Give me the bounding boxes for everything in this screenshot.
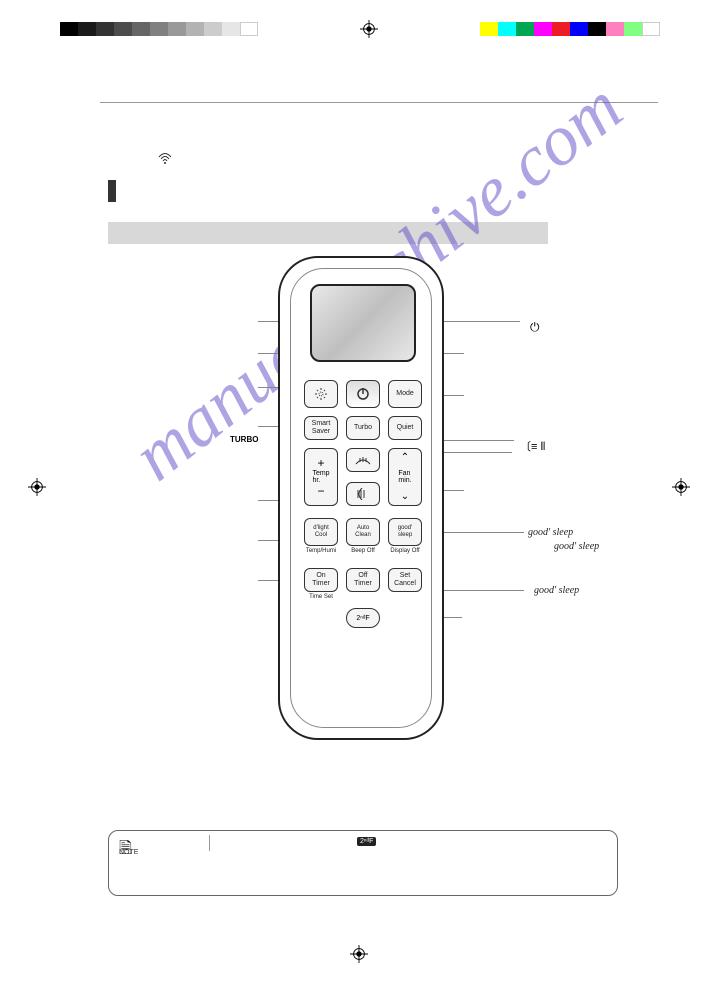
power-symbol-label: ⏻: [530, 320, 540, 335]
print-calibration-bar: [60, 20, 660, 38]
on-timer-button[interactable]: On Timer: [304, 568, 338, 592]
wifi-icon: [158, 152, 172, 167]
sublabel: Display Off: [384, 548, 426, 554]
off-timer-button[interactable]: Off Timer: [346, 568, 380, 592]
turbo-side-label: TURBO: [230, 435, 258, 444]
registration-mark-right: [672, 478, 690, 496]
goodsleep-label: good' sleep: [554, 541, 599, 552]
temp-plus-icon: +: [317, 456, 324, 470]
temp-label: Temp hr.: [312, 470, 329, 484]
subsection-band: [108, 222, 548, 244]
leader-line: [258, 353, 278, 354]
mode-button[interactable]: Mode: [388, 380, 422, 408]
second-function-button[interactable]: 2ⁿᵈF: [346, 608, 380, 628]
smart-saver-button[interactable]: Smart Saver: [304, 416, 338, 440]
registration-mark-left: [28, 478, 46, 496]
note-divider: [209, 835, 210, 851]
remote-control: Mode Smart Saver Turbo Quiet + Temp hr. …: [278, 256, 444, 740]
note-box: 🗎 NOTE 2ⁿᵈF: [108, 830, 618, 896]
swing-down-button[interactable]: [346, 482, 380, 506]
fan-label: Fan min.: [398, 470, 411, 484]
temp-minus-icon: −: [317, 484, 324, 498]
goodsleep-label: good' sleep: [528, 527, 573, 538]
turbo-button[interactable]: Turbo: [346, 416, 380, 440]
auto-clean-button[interactable]: Auto Clean: [346, 518, 380, 546]
fan-up-icon: ⌃: [401, 452, 409, 463]
note-label: NOTE: [119, 849, 138, 856]
goodsleep-label: good' sleep: [534, 585, 579, 596]
fan-button[interactable]: ⌃ Fan min. ⌄: [388, 448, 422, 506]
temp-button[interactable]: + Temp hr. −: [304, 448, 338, 506]
good-sleep-button[interactable]: good' sleep: [388, 518, 422, 546]
section-marker: [108, 180, 116, 202]
power-button[interactable]: [346, 380, 380, 408]
sublabel: Temp/Humi: [302, 548, 340, 554]
header-rule: [100, 102, 658, 103]
fan-down-icon: ⌄: [401, 491, 409, 502]
grayscale-swatches: [60, 22, 258, 36]
brightness-button[interactable]: [304, 380, 338, 408]
registration-mark-top: [360, 20, 378, 38]
swing-symbol-label: 〔≡ ⦀: [520, 438, 545, 454]
registration-mark-bottom: [350, 945, 368, 963]
sublabel: Beep Off: [346, 548, 380, 554]
dlight-cool-button[interactable]: d'light Cool: [304, 518, 338, 546]
set-cancel-button[interactable]: Set Cancel: [388, 568, 422, 592]
sublabel: Time Set: [304, 594, 338, 600]
quiet-button[interactable]: Quiet: [388, 416, 422, 440]
note-badge: 2ⁿᵈF: [357, 837, 376, 846]
swing-up-button[interactable]: [346, 448, 380, 472]
remote-display-screen: [310, 284, 416, 362]
color-swatches: [480, 22, 660, 36]
